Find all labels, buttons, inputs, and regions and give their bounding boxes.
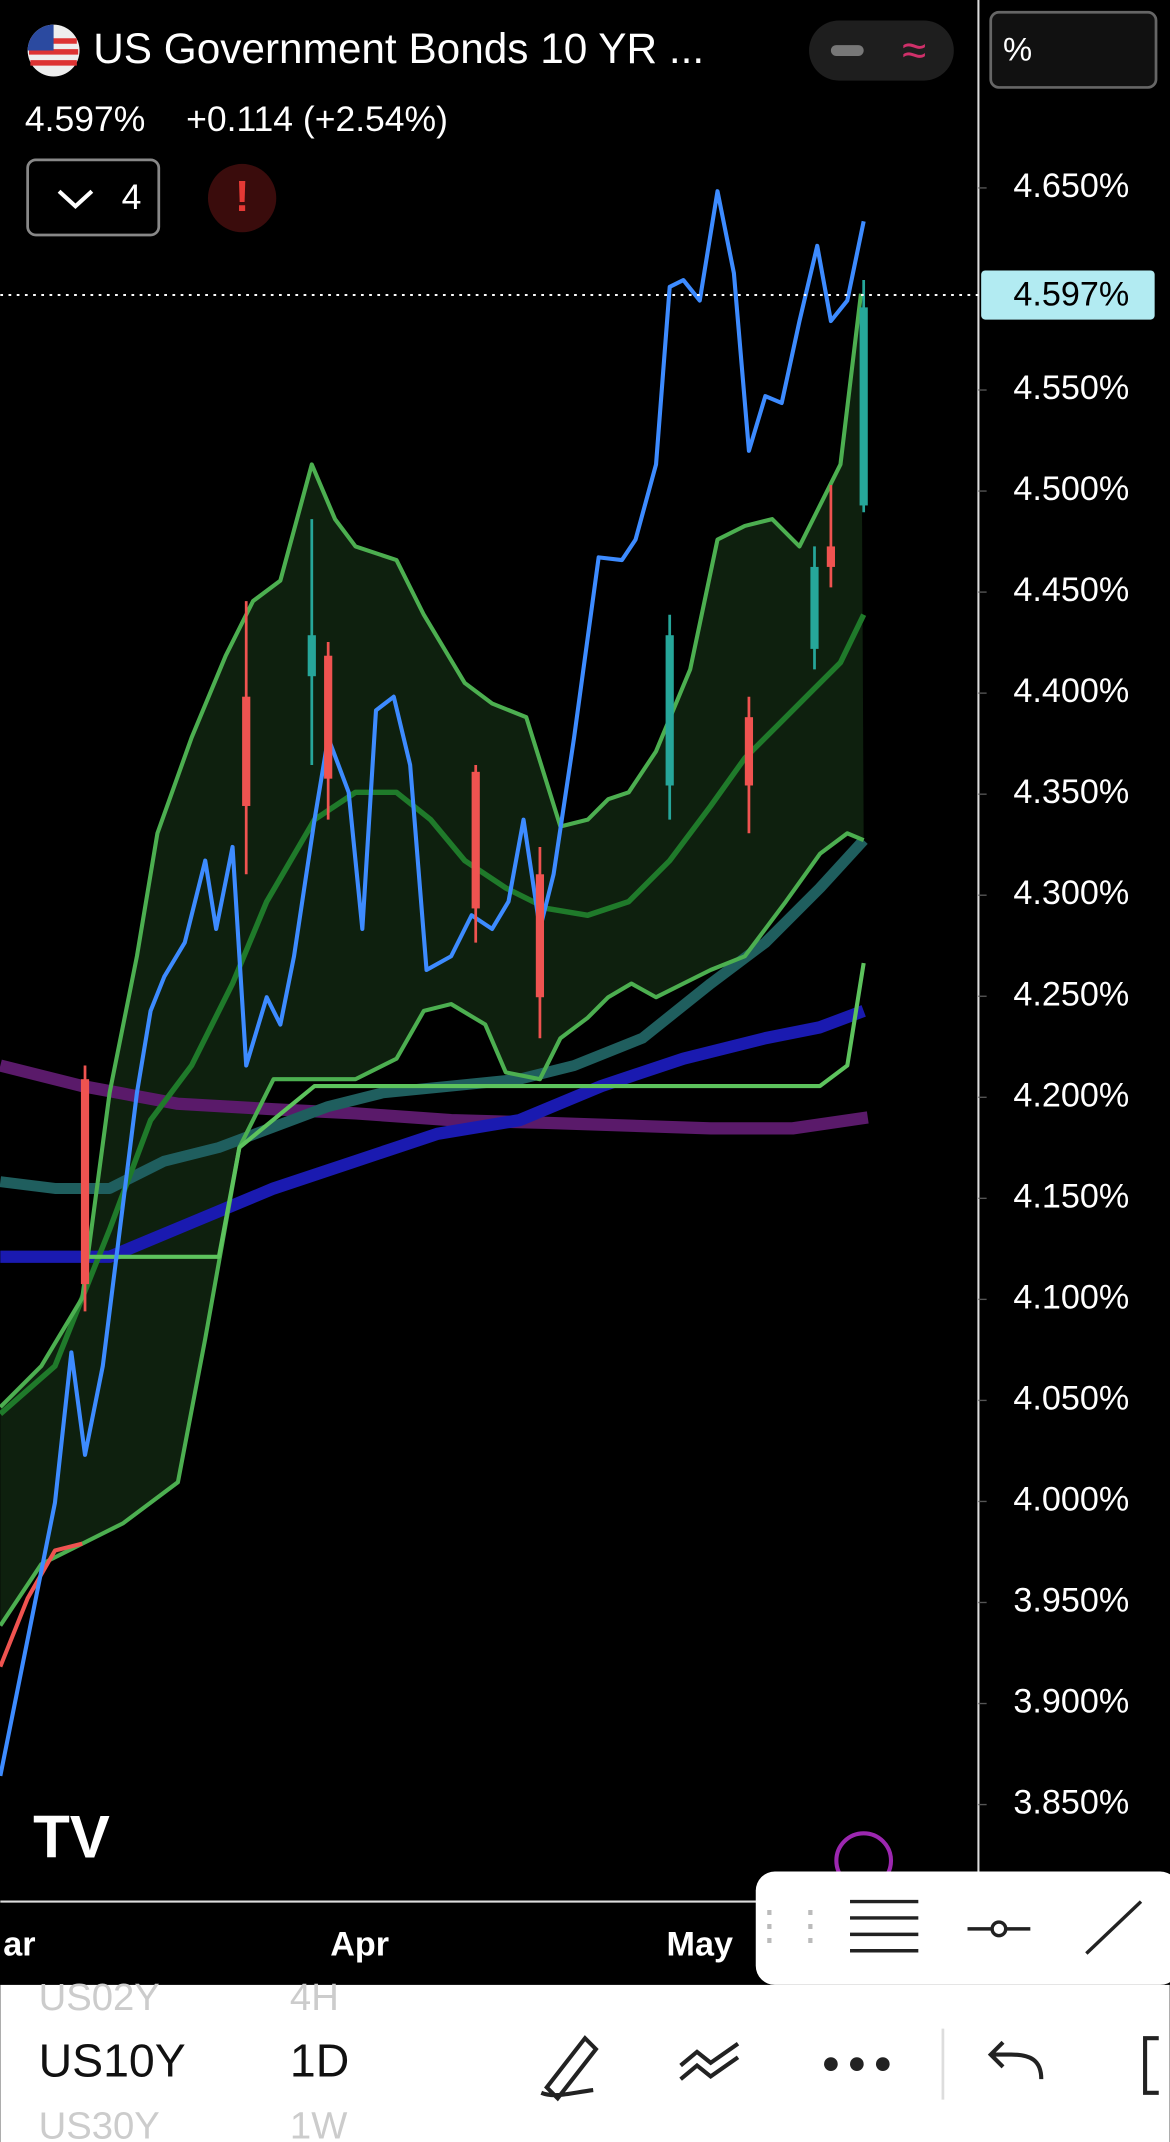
drag-handle[interactable]: ⋮⋮: [749, 1903, 831, 1949]
alert-mark: !: [235, 172, 250, 221]
candle: [242, 696, 251, 806]
step-line: [82, 962, 866, 1259]
trendline-tool[interactable]: [1085, 1900, 1143, 1955]
y-tick-label: 4.350%: [1013, 773, 1129, 811]
y-tick-label: 3.850%: [1013, 1784, 1129, 1822]
candle: [324, 655, 333, 779]
indicators-button[interactable]: [26, 158, 161, 237]
price-change: +0.114 (+2.54%): [186, 99, 448, 139]
unit-label: %: [1003, 31, 1032, 68]
undo-icon[interactable]: [987, 2040, 1044, 2080]
interval-option[interactable]: 1D: [290, 2034, 349, 2086]
y-tick-label: 3.950%: [1013, 1582, 1129, 1620]
price-axis: 4.650% 4.550% 4.500% 4.450% 4.400% 4.350% 4.30…: [0, 167, 1155, 1822]
interval-option[interactable]: 4H: [290, 1976, 339, 2019]
chevron: [57, 189, 94, 210]
y-tick-label: 3.900%: [1013, 1683, 1129, 1721]
candle: [535, 874, 545, 998]
fib-tool[interactable]: [850, 1899, 919, 1953]
ma-blue: [0, 1005, 866, 1263]
unit-button[interactable]: [989, 10, 1158, 89]
plot-area: [0, 189, 869, 1777]
x-tick-label: Apr: [330, 1926, 389, 1964]
flag-canton: [27, 24, 54, 51]
ma-teal: [0, 836, 868, 1194]
time-axis: ar Apr May: [3, 1926, 733, 1964]
y-tick-label: 4.100%: [1013, 1278, 1129, 1316]
band-lower: [0, 831, 865, 1627]
symbol-picker: US02Y 4H US10Y 1D US30Y 1W: [39, 1976, 350, 2142]
indicators-count: 4: [122, 177, 142, 217]
interval-option[interactable]: 1W: [290, 2104, 347, 2142]
pattern-icon[interactable]: [679, 2041, 740, 2081]
draw-icon[interactable]: [540, 2035, 599, 2102]
alert-icon[interactable]: [207, 163, 277, 233]
candle: [744, 717, 754, 786]
y-tick-label: 4.050%: [1013, 1379, 1129, 1417]
ma-purple: [0, 1059, 869, 1135]
more-icon[interactable]: [824, 2057, 890, 2071]
symbol-name[interactable]: US Government Bonds 10 YR ...: [93, 25, 704, 72]
toggle-icon: [830, 45, 864, 57]
toggle[interactable]: [809, 20, 954, 81]
blue-line: [0, 189, 866, 1777]
band-fill: [0, 293, 864, 1626]
logo: TV: [33, 1803, 110, 1870]
symbol-option[interactable]: US02Y: [39, 1976, 160, 2019]
candle: [826, 546, 835, 567]
y-tick-label: 4.300%: [1013, 874, 1129, 912]
price: 4.597%: [25, 99, 145, 139]
band-middle: [0, 613, 867, 1416]
wave-icon: ≈: [902, 26, 926, 75]
fullscreen-icon[interactable]: [1143, 2036, 1159, 2095]
candles: [80, 280, 868, 1312]
candle: [810, 566, 819, 649]
y-tick-label: 4.250%: [1013, 975, 1129, 1013]
candle: [665, 635, 674, 786]
candle: [859, 307, 868, 506]
y-tick-label: 4.500%: [1013, 470, 1129, 508]
y-tick-label: 4.400%: [1013, 672, 1129, 710]
symbol-option[interactable]: US10Y: [39, 2034, 186, 2086]
candle: [471, 771, 480, 909]
symbol-option[interactable]: US30Y: [39, 2104, 160, 2142]
x-tick-label: May: [667, 1926, 733, 1964]
x-tick-label: ar: [3, 1926, 35, 1964]
candle: [80, 1079, 90, 1285]
y-tick-label: 4.150%: [1013, 1177, 1129, 1215]
hline-dot: [990, 1920, 1008, 1938]
candle: [307, 635, 316, 677]
y-tick-label: 4.200%: [1013, 1076, 1129, 1114]
last-price-tag: [981, 270, 1155, 320]
y-tick-label: 4.000%: [1013, 1480, 1129, 1518]
y-tick-label: 4.450%: [1013, 571, 1129, 609]
y-tick-label: 4.650%: [1013, 167, 1129, 205]
band-upper: [0, 293, 863, 1409]
last-price-label: 4.597%: [1013, 275, 1129, 313]
y-tick-label: 4.550%: [1013, 369, 1129, 407]
